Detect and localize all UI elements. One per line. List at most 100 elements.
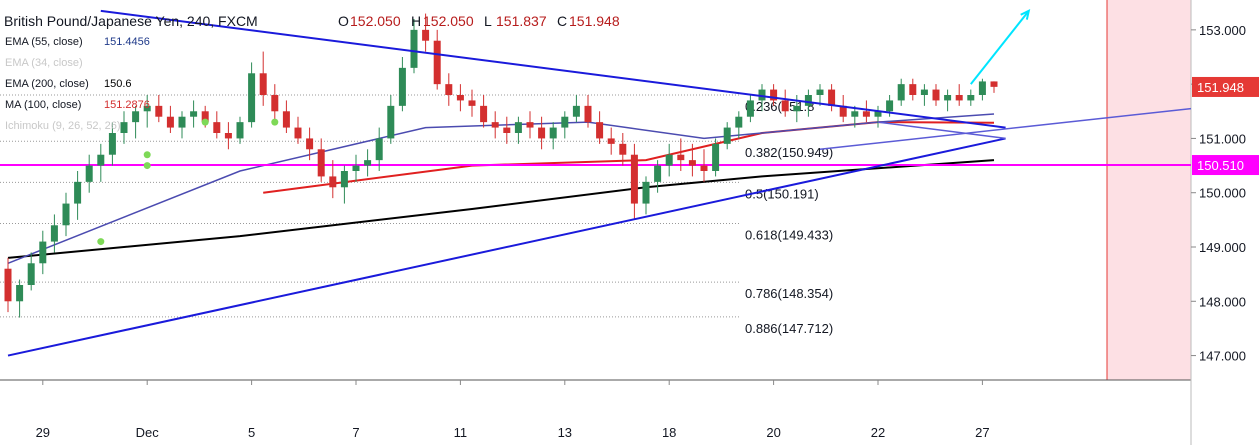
candle-44 [514, 116, 522, 144]
candle-27 [317, 138, 325, 182]
candle-48 [561, 111, 569, 139]
candle-body [375, 138, 383, 161]
candle-body [248, 73, 256, 123]
candle-75 [874, 105, 882, 128]
candle-22 [259, 51, 267, 106]
indicator-name-1: EMA (34, close) [5, 57, 83, 69]
candle-body [74, 181, 82, 204]
x-tick-label-3: 7 [352, 425, 359, 440]
fib-label-4: 0.786(148.354) [745, 286, 833, 301]
candle-65 [758, 84, 766, 112]
candle-body [584, 105, 592, 123]
candle-78 [909, 78, 917, 101]
ohlc-value-0: 152.050 [350, 13, 401, 29]
candle-body [190, 111, 198, 117]
ichimoku-dot-1 [143, 151, 151, 159]
indicator-name-0: EMA (55, close) [5, 36, 83, 48]
x-tick-label-4: 11 [454, 425, 468, 440]
candle-body [607, 138, 615, 144]
candle-26 [306, 127, 314, 161]
candle-body [770, 89, 778, 101]
candle-body [340, 171, 348, 188]
price-label-box-1 [1192, 155, 1259, 176]
candle-body [39, 241, 47, 264]
ohlc-label-3: C [557, 13, 567, 29]
candle-72 [839, 95, 847, 123]
candle-64 [746, 95, 754, 123]
candle-body [480, 105, 488, 123]
ohlc-value-3: 151.948 [569, 13, 620, 29]
candle-body [294, 127, 302, 139]
y-tick-label-5: 148.000 [1199, 294, 1246, 309]
ohlc-label-0: O [338, 13, 349, 29]
candle-54 [630, 143, 638, 220]
candle-18 [213, 111, 221, 139]
candle-68 [793, 95, 801, 123]
candle-59 [688, 143, 696, 177]
candle-body [654, 165, 662, 182]
candle-body [862, 111, 870, 117]
candle-31 [364, 149, 372, 177]
candle-body [4, 268, 12, 302]
candle-7 [85, 154, 93, 193]
candle-body [538, 127, 546, 139]
candle-4 [50, 214, 58, 253]
x-tick-label-5: 13 [558, 425, 572, 440]
candle-79 [920, 84, 928, 106]
candle-9 [108, 122, 116, 166]
candle-body [758, 89, 766, 101]
candle-body [224, 133, 232, 139]
indicator-name-4: Ichimoku (9, 26, 52, 26) [5, 120, 121, 132]
candle-47 [549, 122, 557, 150]
candle-body [596, 122, 604, 139]
candle-body [561, 116, 569, 128]
candle-74 [862, 100, 870, 123]
candle-body [828, 89, 836, 106]
candle-39 [456, 84, 464, 112]
candle-23 [271, 84, 279, 123]
ema200-line [7, 159, 995, 259]
candle-60 [700, 149, 708, 182]
y-tick-label-6: 147.000 [1199, 349, 1246, 364]
fib-label-5: 0.886(147.712) [745, 321, 833, 336]
candle-body [143, 105, 151, 112]
candle-body [85, 165, 93, 182]
candle-42 [491, 111, 499, 139]
candle-body [398, 67, 406, 106]
candle-body [132, 111, 140, 123]
candle-61 [712, 138, 720, 177]
y-tick-label-3: 150.000 [1199, 186, 1246, 201]
forecast-zone [1107, 0, 1191, 380]
ema55-line [7, 113, 995, 264]
triangle-lower-line [7, 137, 1006, 357]
candle-21 [248, 62, 256, 128]
candle-body [619, 143, 627, 155]
candle-body [932, 89, 940, 101]
candle-body [677, 154, 685, 161]
candle-57 [665, 143, 673, 177]
candle-13 [155, 95, 163, 123]
candle-body [804, 95, 812, 106]
candle-5 [62, 192, 70, 237]
candle-body [688, 160, 696, 166]
candle-82 [955, 84, 963, 106]
candle-body [97, 154, 105, 166]
candle-body [468, 100, 476, 106]
candle-body [723, 127, 731, 144]
candle-body [410, 29, 418, 68]
candle-body [572, 105, 580, 117]
candle-body [990, 81, 998, 87]
indicator-value-2: 150.6 [104, 78, 132, 90]
candle-body [352, 165, 360, 171]
candle-body [491, 122, 499, 128]
y-tick-label-0: 153.000 [1199, 23, 1246, 38]
ma100-line [263, 121, 995, 194]
candle-body [201, 111, 209, 123]
breakout-arrow-head [1020, 9, 1031, 20]
candle-63 [735, 111, 743, 139]
x-tick-label-2: 5 [248, 425, 255, 440]
candle-body [387, 105, 395, 139]
candle-body [317, 149, 325, 177]
